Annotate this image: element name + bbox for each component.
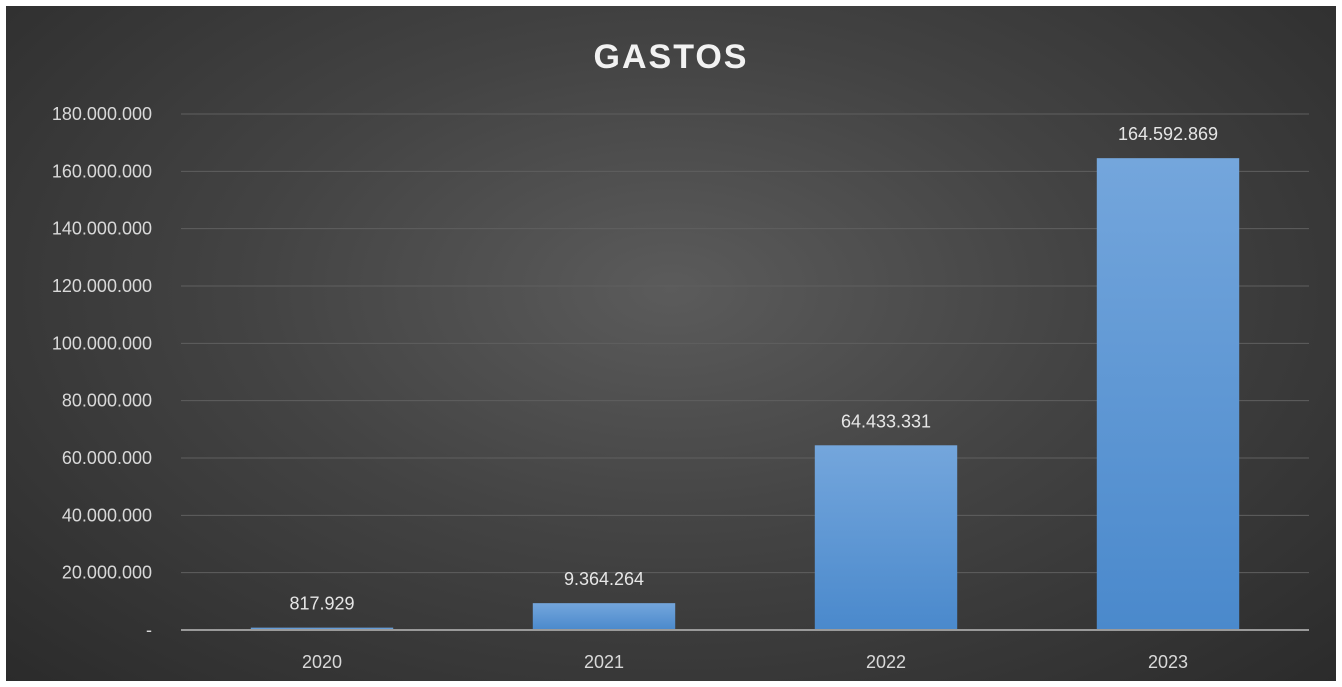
data-labels: 817.929 9.364.264 64.433.331 164.592.869 bbox=[289, 124, 1218, 613]
x-category-label: 2021 bbox=[584, 652, 624, 672]
bar-2020 bbox=[250, 627, 394, 630]
y-tick-label: 20.000.000 bbox=[62, 563, 152, 583]
y-axis-ticks: - 20.000.000 40.000.000 60.000.000 80.000.00… bbox=[52, 104, 152, 640]
x-category-label: 2020 bbox=[302, 652, 342, 672]
bar-chart: GASTOS - 20.000.000 40.000.000 60.000.000 80… bbox=[52, 38, 1309, 672]
y-tick-label: 160.000.000 bbox=[52, 161, 152, 181]
data-label-2022: 64.433.331 bbox=[841, 411, 931, 431]
y-tick-label: 80.000.000 bbox=[62, 391, 152, 411]
y-tick-label: 140.000.000 bbox=[52, 219, 152, 239]
y-tick-label: 100.000.000 bbox=[52, 333, 152, 353]
y-tick-label: 40.000.000 bbox=[62, 505, 152, 525]
chart-title: GASTOS bbox=[594, 38, 749, 76]
x-category-label: 2022 bbox=[866, 652, 906, 672]
chart-area: GASTOS - 20.000.000 40.000.000 60.000.000 80… bbox=[6, 6, 1336, 681]
x-category-label: 2023 bbox=[1148, 652, 1188, 672]
gridlines bbox=[181, 113, 1309, 574]
data-label-2023: 164.592.869 bbox=[1118, 124, 1218, 144]
y-tick-label: 180.000.000 bbox=[52, 104, 152, 124]
bar-2022 bbox=[814, 445, 958, 630]
bar-2023 bbox=[1096, 158, 1240, 630]
x-axis-categories: 2020 2021 2022 2023 bbox=[302, 652, 1188, 672]
y-tick-label: 120.000.000 bbox=[52, 276, 152, 296]
y-tick-label: 60.000.000 bbox=[62, 448, 152, 468]
data-label-2021: 9.364.264 bbox=[564, 569, 644, 589]
bars bbox=[250, 158, 1240, 630]
data-label-2020: 817.929 bbox=[289, 594, 354, 614]
y-tick-label: - bbox=[146, 620, 152, 640]
bar-2021 bbox=[532, 603, 676, 630]
